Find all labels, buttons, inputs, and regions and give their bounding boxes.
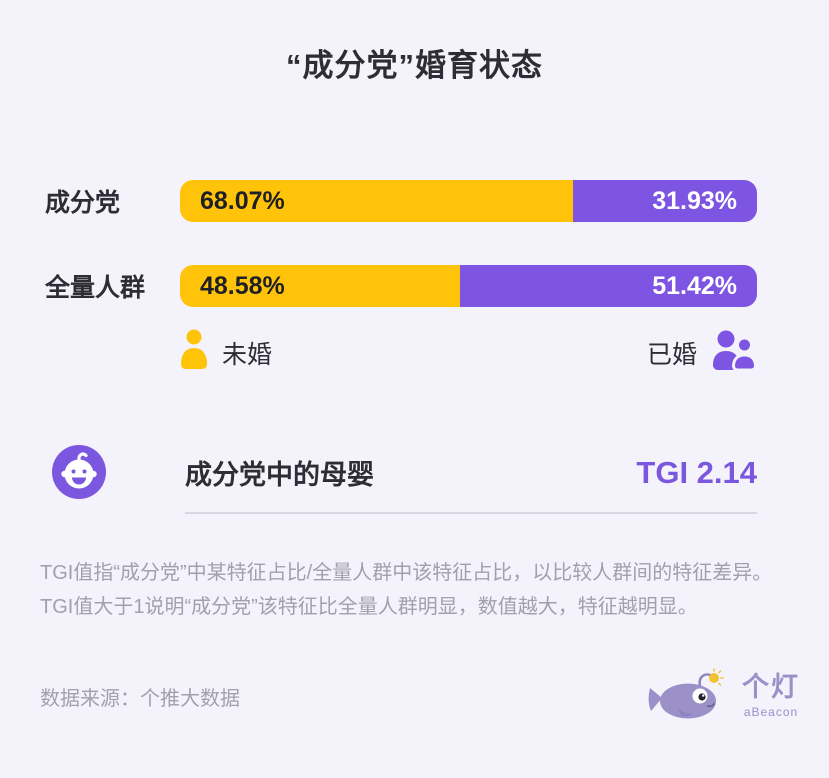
person-icon (180, 329, 208, 378)
bar-segment-married: 51.42% (460, 265, 757, 307)
anglerfish-icon (648, 667, 734, 725)
note-line-1: TGI值指“成分党”中某特征占比/全量人群中该特征占比，以比较人群间的特征差异。 (40, 562, 773, 584)
tgi-value: TGI 2.14 (636, 454, 757, 490)
logo-cn-text: 个灯 (742, 672, 800, 702)
bar-value-label: 31.93% (652, 186, 737, 215)
baby-icon (52, 445, 106, 499)
bar-segment-unmarried: 48.58% (180, 265, 461, 307)
legend: 未婚 已婚 (180, 329, 758, 378)
page-title: “成分党”婚育状态 (286, 48, 543, 83)
legend-item-married: 已婚 (646, 330, 758, 377)
logo-wordmark: 个灯 aBeacon (742, 672, 800, 719)
bar-segment-married: 31.93% (572, 180, 757, 222)
stacked-bar: 48.58% 51.42% (180, 265, 757, 307)
stacked-bar: 68.07% 31.93% (180, 180, 757, 222)
abeacon-logo: 个灯 aBeacon (648, 667, 800, 725)
bar-category-label: 成分党 (45, 189, 121, 217)
bar-value-label: 51.42% (652, 271, 737, 300)
tgi-title: 成分党中的母婴 (185, 460, 374, 490)
couple-icon (711, 330, 758, 377)
legend-label-unmarried: 未婚 (222, 341, 273, 369)
data-source-text: 数据来源：个推大数据 (40, 687, 240, 710)
tgi-explanation: TGI值指“成分党”中某特征占比/全量人群中该特征占比，以比较人群间的特征差异。… (40, 556, 800, 624)
bar-category-label: 全量人群 (45, 274, 146, 302)
legend-item-unmarried: 未婚 (180, 329, 272, 378)
bar-row-quanliangrenqun: 全量人群 48.58% 51.42% (45, 265, 757, 307)
bar-segment-unmarried: 68.07% (180, 180, 573, 222)
logo-en-text: aBeacon (743, 705, 799, 719)
tgi-content: 成分党中的母婴 TGI 2.14 (185, 445, 757, 514)
bar-row-chengfendang: 成分党 68.07% 31.93% (45, 180, 757, 222)
bar-value-label: 68.07% (200, 186, 285, 215)
tgi-card: 成分党中的母婴 TGI 2.14 (52, 445, 757, 514)
note-line-2: TGI值大于1说明“成分党”该特征比全量人群明显，数值越大，特征越明显。 (40, 596, 698, 618)
footer: 数据来源：个推大数据 (40, 664, 800, 728)
legend-label-married: 已婚 (646, 341, 697, 369)
bar-value-label: 48.58% (200, 271, 285, 300)
